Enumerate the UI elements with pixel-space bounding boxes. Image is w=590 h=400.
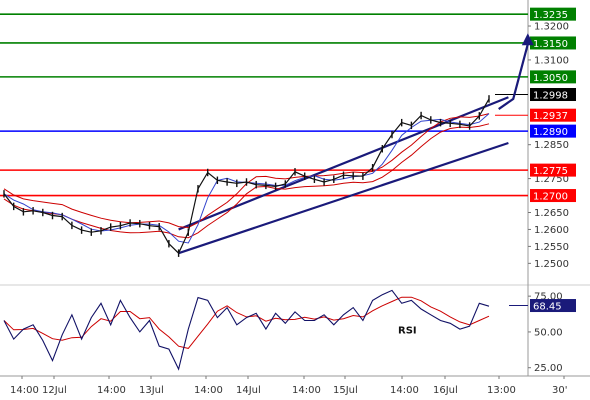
level-label-1.2937: 1.2937 [533,111,568,122]
rsi-signal-line [3,296,490,349]
level-label-1.2998: 1.2998 [533,91,568,102]
rsi-panel: 75.00 50.00 25.00 68.45 RSI [3,289,576,374]
level-badge-1.2998 [530,88,576,102]
time-tick-label: 14:00 [194,385,223,396]
level-label-1.3050: 1.3050 [533,73,568,84]
rsi-tick-label: 50.00 [534,327,563,338]
price-tick-label: 1.2650 [534,208,569,219]
level-badge-1.2890 [530,124,576,138]
level-badge-1.3050 [530,70,576,84]
price-tick-label: 1.3100 [534,55,569,66]
price-panel: 1.3200 1.3100 1.2850 1.2750 1.2650 1.2600 1.25… [0,0,590,376]
level-label-1.3150: 1.3150 [533,39,568,50]
price-tick-label: 1.2600 [534,225,569,236]
level-badge-1.2775 [530,163,576,177]
level-label-1.2890: 1.2890 [533,127,568,138]
time-axis: 14:00 12Jul 14:00 13Jul 14:00 14Jul 14:00 15Jul… [0,375,590,396]
level-label-1.3235: 1.3235 [533,10,568,21]
rsi-value-label: 68.45 [533,302,562,313]
level-label-1.2700: 1.2700 [533,192,568,203]
time-tick-label: 14Jul [236,385,261,396]
level-label-1.2775: 1.2775 [533,166,568,177]
level-badge-1.2937 [530,108,576,122]
level-badge-1.3150 [530,36,576,50]
price-tick-label: 1.2500 [534,259,569,270]
rsi-line [3,289,490,371]
time-tick-label: 14:00 [292,385,321,396]
price-line [3,98,490,255]
lower-band [3,123,490,239]
time-tick-label: 14:00 [10,385,39,396]
forecast-arrow-line [498,43,529,110]
time-tick-label: 13:00 [487,385,516,396]
rsi-tick-label: 75.00 [534,292,563,303]
time-tick-label: 16Jul [433,385,458,396]
time-tick-label: 14:00 [97,385,126,396]
level-badge-1.2700 [530,189,576,203]
price-tick-label: 1.3200 [534,22,569,33]
level-badge-1.3235 [530,7,576,21]
time-tick-label: 30' [552,385,567,396]
trend-channel-line-2 [178,141,509,255]
price-tick-label: 1.2850 [534,140,569,151]
time-tick-label: 14:00 [390,385,419,396]
time-tick-label: 12Jul [42,385,67,396]
rsi-value-badge [530,299,576,313]
time-tick-label: 15Jul [333,385,358,396]
forecast-arrow-head [521,33,534,46]
time-tick-label: 13Jul [139,385,164,396]
rsi-tick-label: 25.00 [534,363,563,374]
price-tick-label: 1.2750 [534,174,569,185]
rsi-annotation: RSI [398,325,417,336]
price-tick-label: 1.2550 [534,242,569,253]
